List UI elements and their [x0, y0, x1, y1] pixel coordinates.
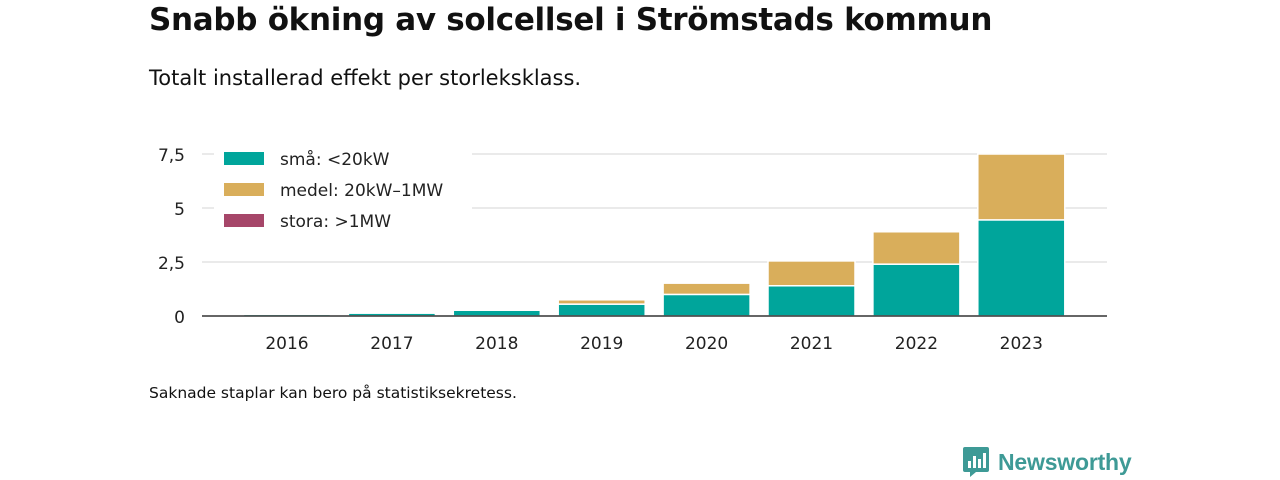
x-tick-label: 2017 — [370, 334, 413, 354]
bar-segment — [872, 263, 961, 317]
brand-logo: Newsworthy — [962, 446, 1132, 478]
newsworthy-logo-icon — [963, 447, 989, 477]
bar-segment — [557, 299, 646, 305]
legend-label: stora: >1MW — [280, 212, 391, 232]
bar-segment — [557, 303, 646, 317]
chart-title: Snabb ökning av solcellsel i Strömstads … — [149, 2, 993, 38]
x-tick-label: 2016 — [265, 334, 308, 354]
chart-subtitle: Totalt installerad effekt per storlekskl… — [149, 66, 582, 90]
legend-label: små: <20kW — [280, 149, 390, 170]
bar-segment — [662, 293, 751, 317]
footnote: Saknade staplar kan bero på statistiksek… — [149, 384, 517, 402]
bar-segment — [452, 309, 542, 317]
bar-segment — [977, 219, 1066, 317]
legend-swatch — [224, 152, 264, 165]
y-tick-label: 2,5 — [158, 254, 185, 274]
x-tick-label: 2023 — [1000, 334, 1043, 354]
bar-segment — [977, 153, 1066, 221]
legend-swatch — [224, 214, 264, 227]
bar-segment — [452, 308, 542, 311]
x-tick-label: 2019 — [580, 334, 623, 354]
bar-segment — [662, 282, 751, 296]
x-tick-label: 2020 — [685, 334, 728, 354]
bar-segment — [872, 231, 961, 265]
legend-label: medel: 20kW–1MW — [280, 181, 443, 201]
brand-name: Newsworthy — [998, 448, 1132, 475]
x-tick-label: 2021 — [790, 334, 833, 354]
bar-segment — [767, 260, 856, 287]
y-tick-label: 0 — [174, 308, 185, 328]
x-tick-label: 2018 — [475, 334, 518, 354]
x-tick-label: 2022 — [895, 334, 938, 354]
y-tick-label: 7,5 — [158, 146, 185, 166]
legend-swatch — [224, 183, 264, 196]
y-tick-label: 5 — [174, 200, 185, 220]
bar-segment — [767, 285, 856, 317]
